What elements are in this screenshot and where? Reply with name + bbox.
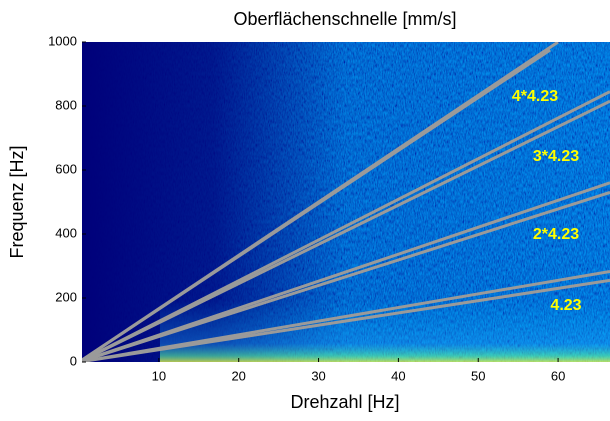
order-label: 4.23 [550,297,581,314]
y-axis-label: Frequenz [Hz] [7,145,27,258]
chart-title: Oberflächenschnelle [mm/s] [233,9,456,29]
y-tick-label: 0 [70,353,77,368]
x-tick-label: 20 [231,368,245,383]
x-tick-label: 40 [391,368,405,383]
y-tick-label: 200 [55,289,77,304]
order-label: 3*4.23 [533,148,579,165]
x-tick-label: 30 [311,368,325,383]
order-label: 2*4.23 [533,226,579,243]
y-tick-label: 800 [55,97,77,112]
order-label: 4*4.23 [512,88,558,105]
x-axis-label: Drehzahl [Hz] [290,392,399,412]
x-tick-label: 50 [471,368,485,383]
x-tick-label: 60 [551,368,565,383]
y-tick-label: 400 [55,225,77,240]
chart: Oberflächenschnelle [mm/s] Drehzahl [Hz]… [0,0,610,416]
y-tick-label: 600 [55,161,77,176]
x-tick-label: 10 [152,368,166,383]
y-tick-label: 1000 [48,33,77,48]
